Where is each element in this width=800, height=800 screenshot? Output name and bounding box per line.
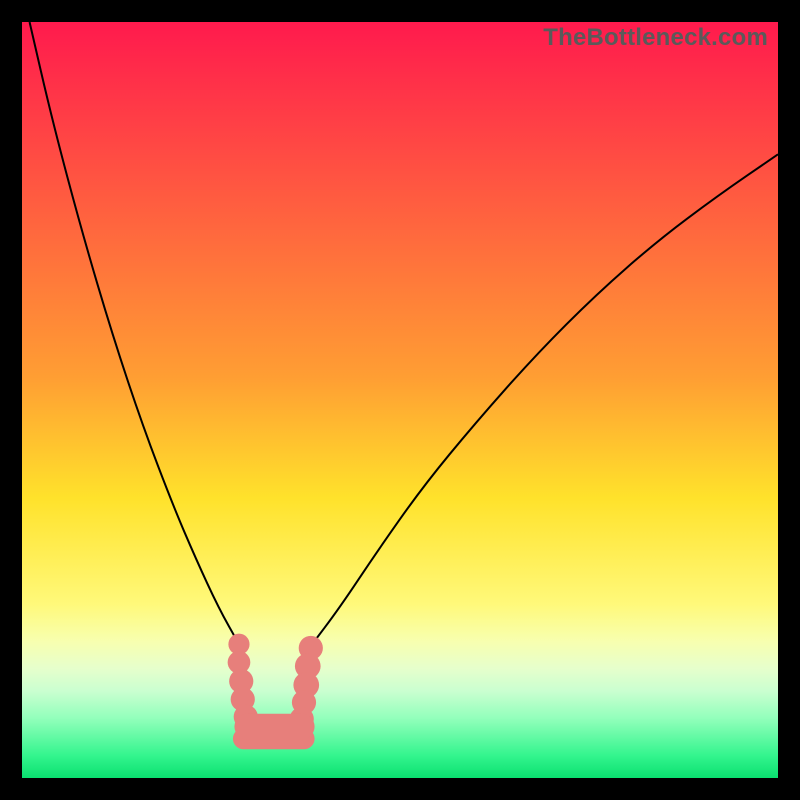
gradient-background <box>22 22 778 778</box>
chart-frame: TheBottleneck.com <box>0 0 800 800</box>
plot-area: TheBottleneck.com <box>22 22 778 778</box>
watermark-text: TheBottleneck.com <box>543 24 768 52</box>
chart-svg <box>22 22 778 778</box>
